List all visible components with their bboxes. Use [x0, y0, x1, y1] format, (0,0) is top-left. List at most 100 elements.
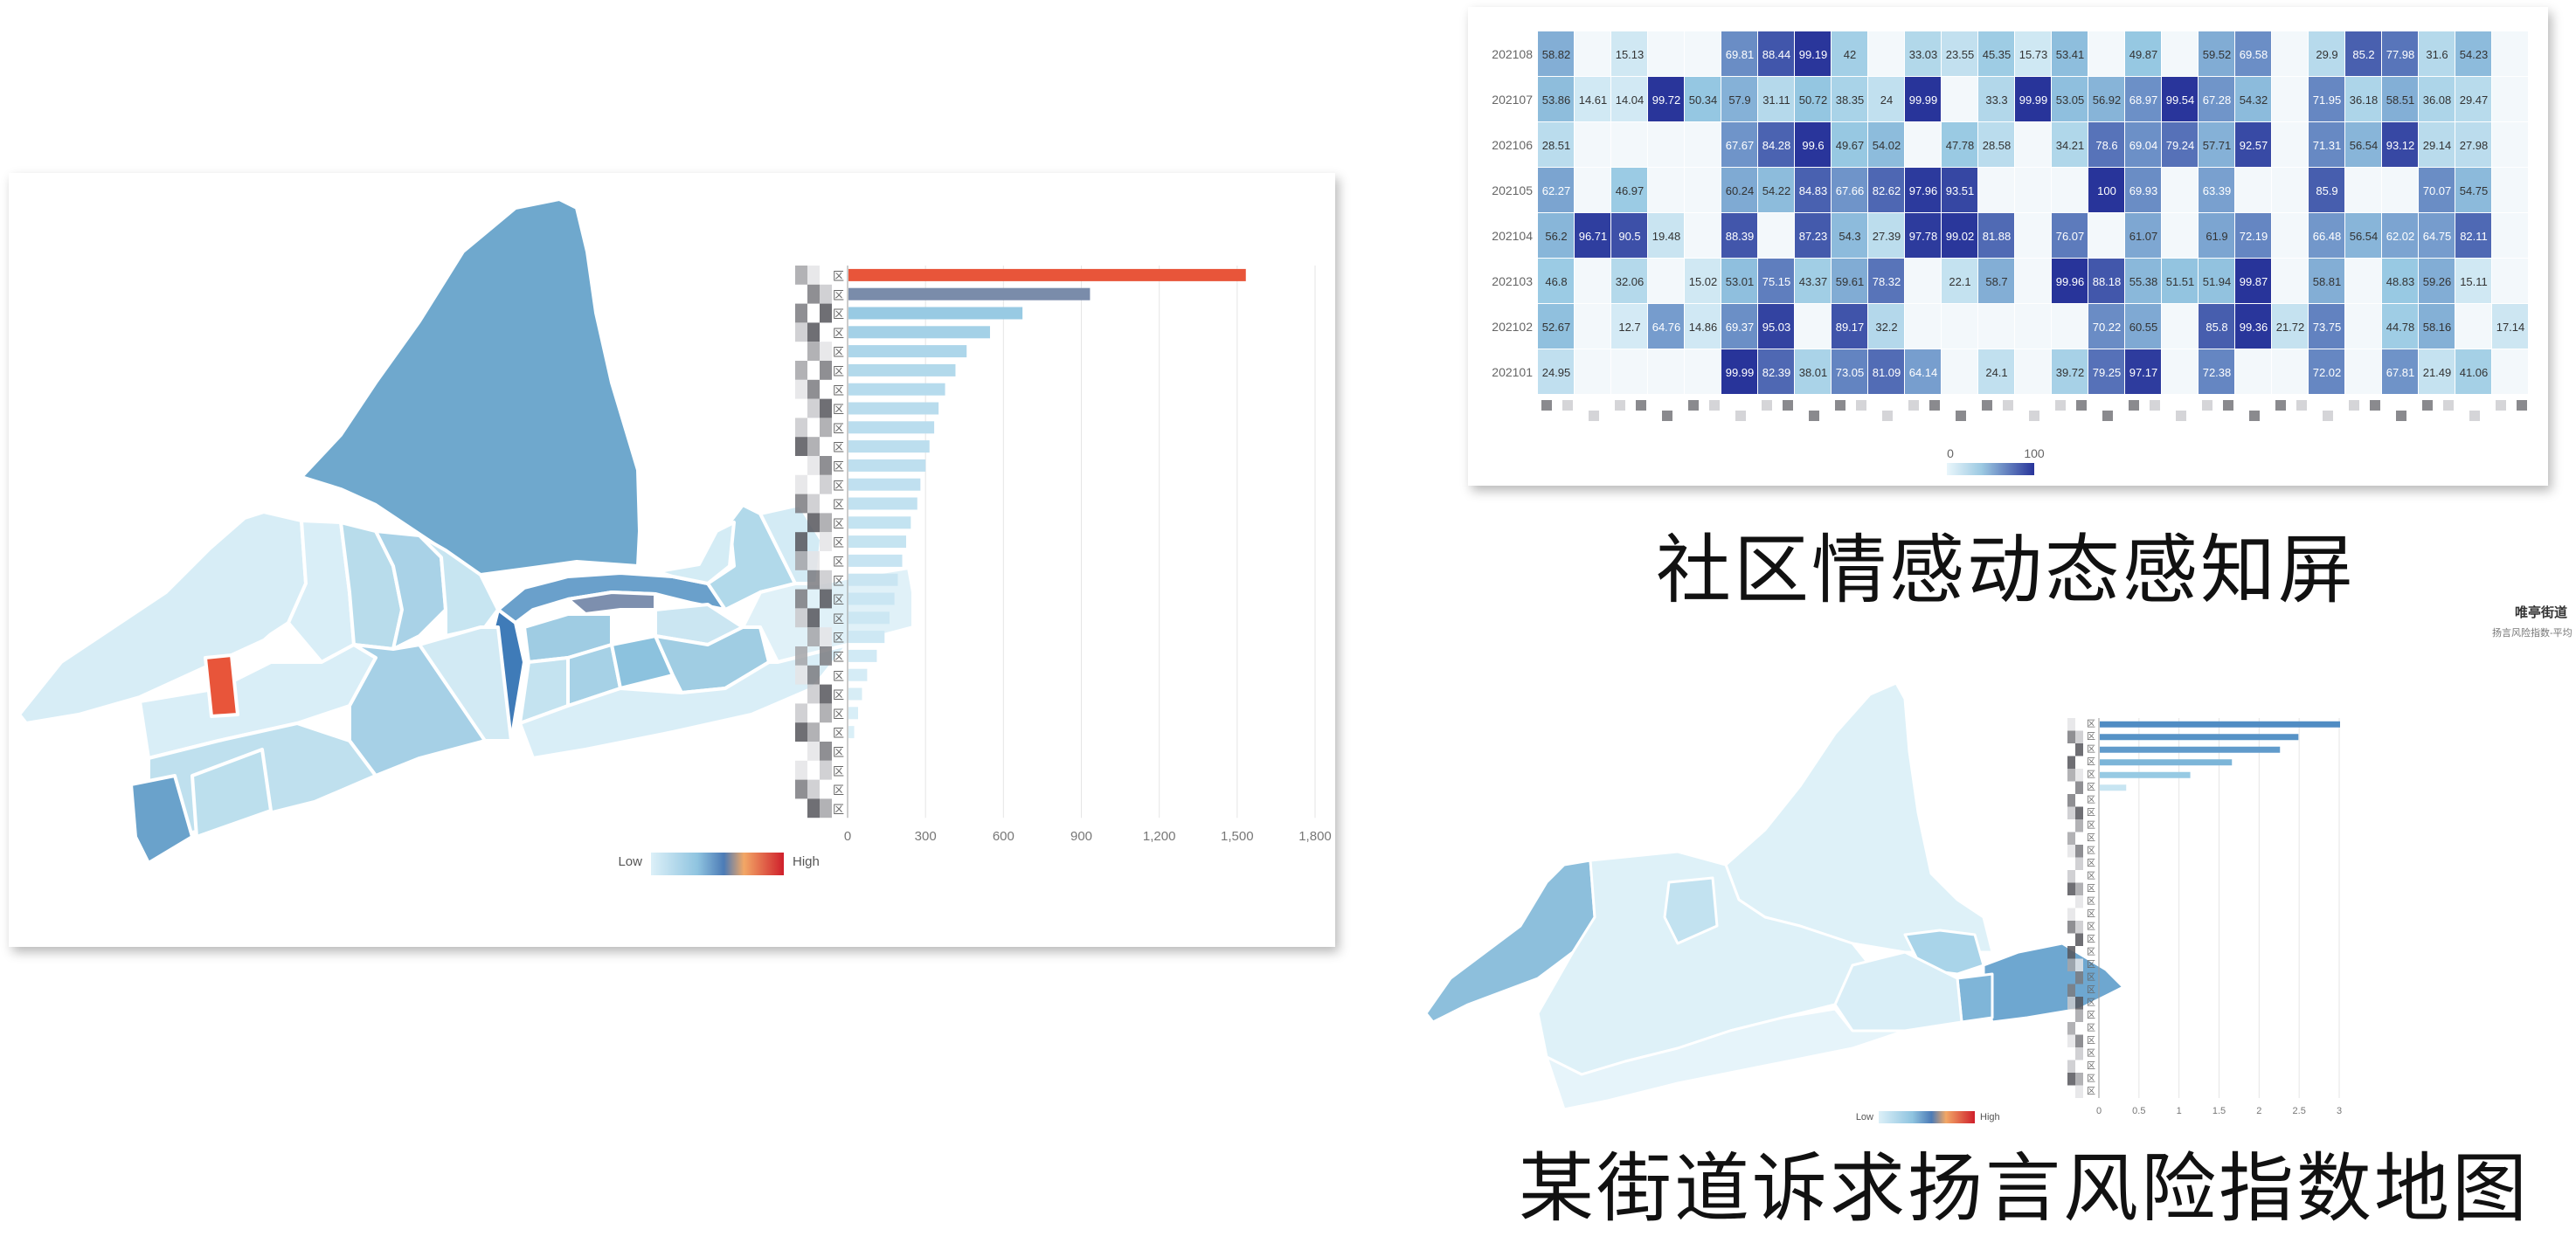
heatmap-cell[interactable]	[1758, 31, 1794, 76]
heatmap-cell[interactable]	[1905, 213, 1941, 258]
heatmap-cell[interactable]	[2235, 259, 2271, 303]
heatmap-cell[interactable]	[2492, 168, 2528, 212]
heatmap-cell[interactable]	[1611, 31, 1647, 76]
heatmap-cell[interactable]	[2162, 213, 2198, 258]
heatmap-cell[interactable]	[2455, 31, 2491, 76]
heatmap-cell[interactable]	[2309, 259, 2344, 303]
heatmap-cell[interactable]	[2199, 259, 2234, 303]
map-region[interactable]	[1982, 942, 2125, 1024]
heatmap-cell[interactable]	[2455, 259, 2491, 303]
bar[interactable]	[848, 668, 868, 681]
heatmap-cell[interactable]	[1538, 349, 1574, 394]
map-region[interactable]	[129, 774, 194, 865]
heatmap-cell[interactable]	[1685, 77, 1721, 121]
heatmap-cell[interactable]	[2309, 31, 2344, 76]
heatmap-cell[interactable]	[1868, 122, 1904, 167]
heatmap-cell[interactable]	[1575, 349, 1610, 394]
heatmap-cell[interactable]	[2052, 213, 2088, 258]
heatmap-cell[interactable]	[1721, 77, 1757, 121]
heatmap-cell[interactable]	[2345, 168, 2381, 212]
heatmap-cell[interactable]	[2235, 31, 2271, 76]
bar[interactable]	[848, 592, 895, 605]
bar[interactable]	[2100, 746, 2281, 753]
bar[interactable]	[848, 459, 926, 472]
heatmap-cell[interactable]	[2492, 213, 2528, 258]
heatmap-cell[interactable]	[1832, 213, 1867, 258]
heatmap-cell[interactable]	[1758, 259, 1794, 303]
heatmap-cell[interactable]	[2345, 259, 2381, 303]
heatmap-cell[interactable]	[2235, 304, 2271, 349]
heatmap-cell[interactable]	[1942, 349, 1977, 394]
heatmap-cell[interactable]	[1868, 259, 1904, 303]
heatmap-cell[interactable]	[2052, 77, 2088, 121]
heatmap-cell[interactable]	[1611, 259, 1647, 303]
bar[interactable]	[848, 363, 956, 376]
heatmap-cell[interactable]	[2455, 304, 2491, 349]
heatmap-cell[interactable]	[1758, 213, 1794, 258]
heatmap-cell[interactable]	[1611, 122, 1647, 167]
heatmap-cell[interactable]	[1685, 122, 1721, 167]
heatmap-cell[interactable]	[2199, 31, 2234, 76]
heatmap-cell[interactable]	[2345, 213, 2381, 258]
heatmap-cell[interactable]	[2382, 77, 2418, 121]
heatmap-cell[interactable]	[1575, 213, 1610, 258]
heatmap-cell[interactable]	[1832, 77, 1867, 121]
heatmap-cell[interactable]	[1978, 168, 2014, 212]
heatmap-cell[interactable]	[2052, 259, 2088, 303]
heatmap-cell[interactable]	[1648, 213, 1684, 258]
bar[interactable]	[848, 516, 911, 529]
heatmap-cell[interactable]	[1905, 349, 1941, 394]
heatmap-cell[interactable]	[1795, 213, 1831, 258]
bar[interactable]	[848, 535, 906, 549]
heatmap-cell[interactable]	[1978, 31, 2014, 76]
heatmap-cell[interactable]	[2125, 31, 2161, 76]
heatmap-cell[interactable]	[2199, 168, 2234, 212]
bar[interactable]	[2100, 771, 2191, 778]
heatmap-cell[interactable]	[2162, 349, 2198, 394]
heatmap-cell[interactable]	[2345, 304, 2381, 349]
bar[interactable]	[848, 421, 935, 434]
heatmap-cell[interactable]	[2419, 304, 2455, 349]
heatmap-cell[interactable]	[2125, 259, 2161, 303]
bar[interactable]	[848, 345, 967, 358]
heatmap-cell[interactable]	[1942, 213, 1977, 258]
heatmap-cell[interactable]	[1905, 259, 1941, 303]
heatmap-cell[interactable]	[2419, 349, 2455, 394]
heatmap-cell[interactable]	[1648, 168, 1684, 212]
bar[interactable]	[848, 287, 1091, 300]
heatmap-cell[interactable]	[1575, 259, 1610, 303]
heatmap-cell[interactable]	[1832, 122, 1867, 167]
heatmap-cell[interactable]	[2125, 304, 2161, 349]
heatmap-cell[interactable]	[2162, 31, 2198, 76]
heatmap-cell[interactable]	[1868, 213, 1904, 258]
heatmap-cell[interactable]	[2235, 122, 2271, 167]
heatmap-cell[interactable]	[1795, 77, 1831, 121]
heatmap-cell[interactable]	[2455, 213, 2491, 258]
map-region[interactable]	[1833, 950, 1963, 1033]
heatmap-cell[interactable]	[2199, 213, 2234, 258]
heatmap-cell[interactable]	[1978, 122, 2014, 167]
map-region[interactable]	[636, 521, 736, 585]
heatmap-cell[interactable]	[1868, 31, 1904, 76]
heatmap-cell[interactable]	[1611, 168, 1647, 212]
heatmap-cell[interactable]	[1685, 304, 1721, 349]
bar[interactable]	[848, 573, 898, 586]
heatmap-cell[interactable]	[2272, 31, 2308, 76]
map-region[interactable]	[518, 643, 849, 760]
bar[interactable]	[2100, 734, 2299, 741]
heatmap-cell[interactable]	[1942, 259, 1977, 303]
heatmap-cell[interactable]	[1538, 259, 1574, 303]
heatmap-cell[interactable]	[1795, 259, 1831, 303]
heatmap-cell[interactable]	[1721, 213, 1757, 258]
heatmap-cell[interactable]	[2015, 213, 2051, 258]
bar[interactable]	[848, 497, 918, 510]
heatmap-cell[interactable]	[2309, 168, 2344, 212]
heatmap-cell[interactable]	[1611, 304, 1647, 349]
map-region[interactable]	[566, 591, 657, 616]
heatmap-cell[interactable]	[2492, 304, 2528, 349]
heatmap-cell[interactable]	[2088, 77, 2124, 121]
bar[interactable]	[848, 383, 945, 396]
heatmap-cell[interactable]	[2492, 259, 2528, 303]
bar[interactable]	[848, 440, 930, 453]
heatmap-cell[interactable]	[1868, 349, 1904, 394]
